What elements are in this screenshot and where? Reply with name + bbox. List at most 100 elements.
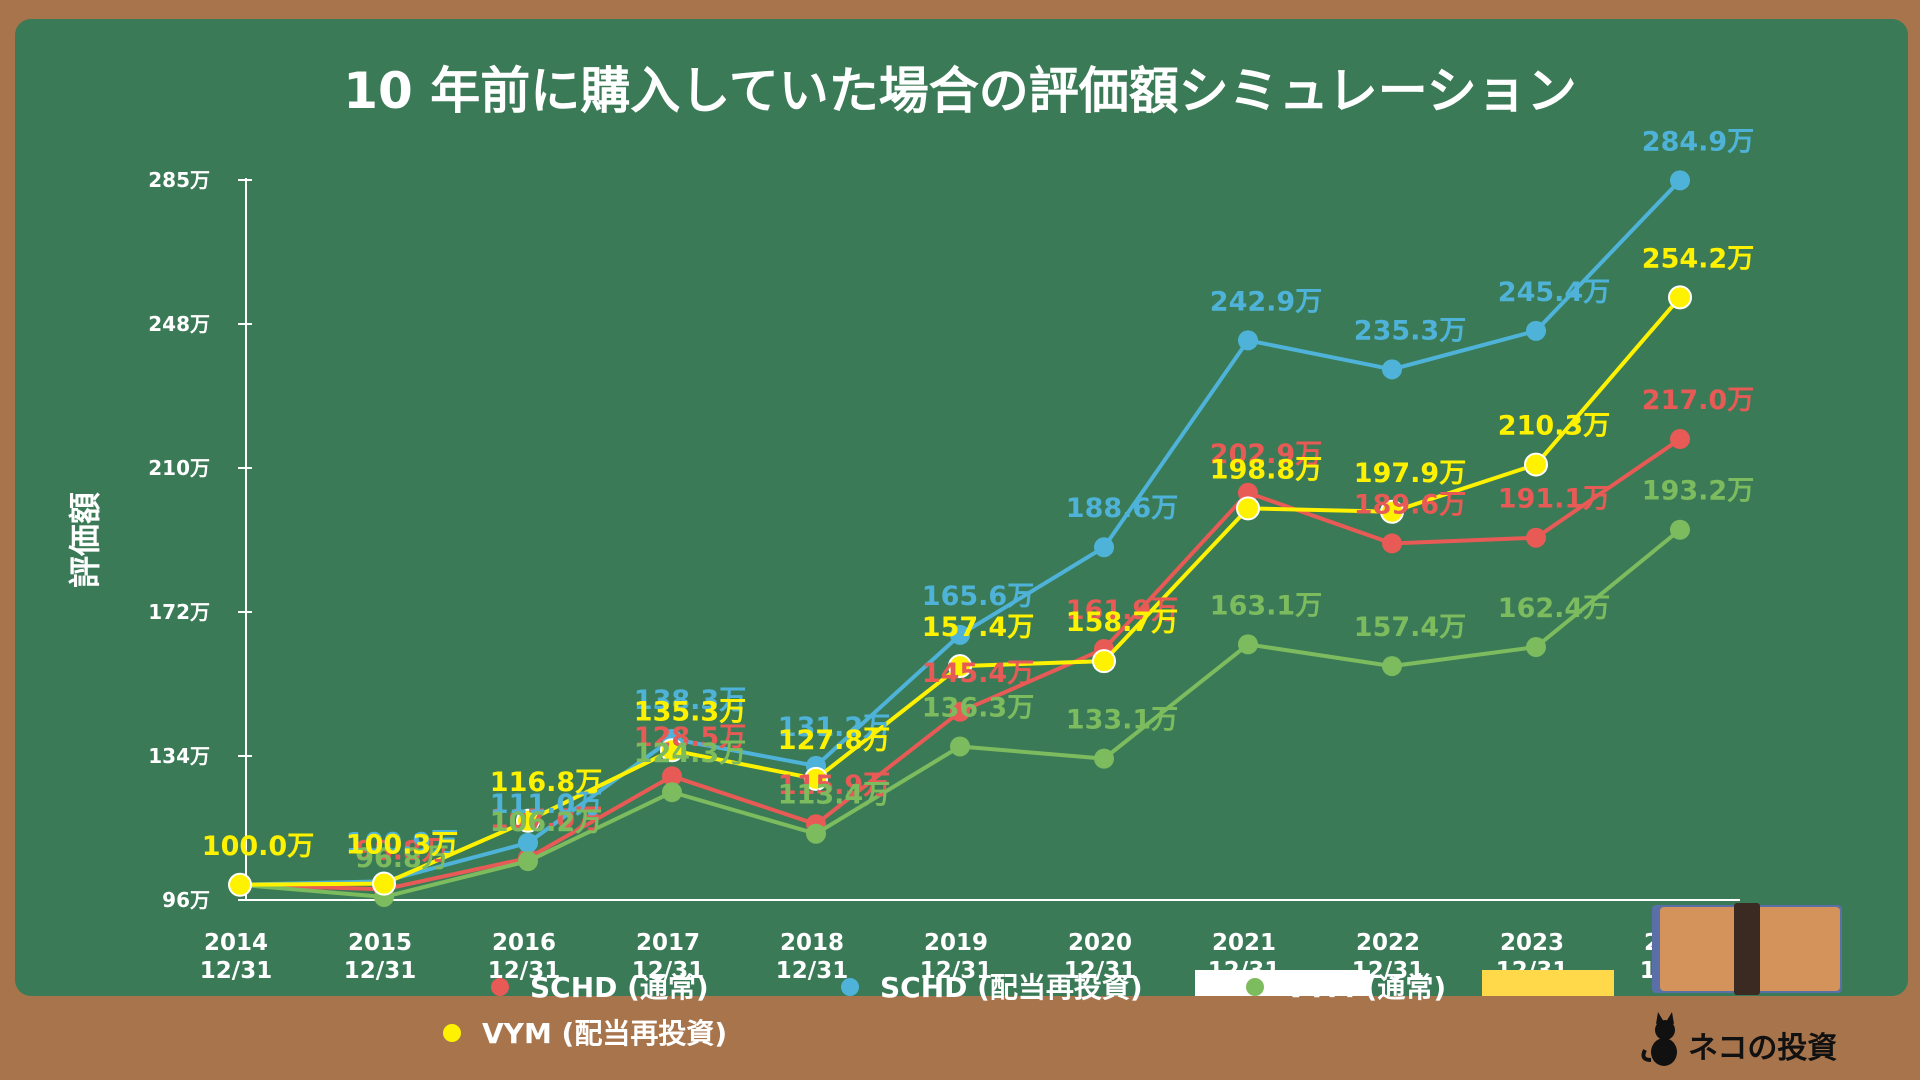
legend-label: VYM (通常) — [1285, 971, 1446, 1004]
data-point — [372, 871, 396, 896]
series-2 — [230, 519, 1690, 907]
data-label: 127.8万 — [778, 725, 890, 756]
x-tick-label: 2020 12/31 — [1064, 930, 1136, 984]
data-point — [1382, 359, 1402, 380]
data-point — [1382, 533, 1402, 554]
series-1 — [230, 170, 1690, 895]
data-point — [1524, 452, 1548, 477]
data-label: 113.4万 — [778, 780, 890, 811]
chalkboard — [15, 19, 1908, 996]
data-point — [662, 766, 682, 787]
chalk-decoration — [1482, 970, 1614, 996]
series-line — [239, 178, 1682, 887]
y-tick-label: 210万 — [148, 456, 210, 480]
y-axis-label: 評価額 — [66, 492, 104, 588]
data-label: 145.4万 — [922, 658, 1034, 689]
data-label: 133.1万 — [1066, 705, 1178, 736]
data-point — [518, 851, 538, 872]
x-tick-label: 2015 12/31 — [344, 930, 416, 984]
data-point — [1238, 330, 1258, 351]
data-label: 136.3万 — [922, 692, 1034, 723]
data-label: 161.9万 — [1066, 595, 1178, 626]
data-label: 202.9万 — [1210, 439, 1322, 470]
data-label: 189.6万 — [1354, 489, 1466, 520]
book-decoration — [1652, 903, 1842, 995]
data-point — [950, 624, 970, 645]
x-tick-label: 2014 12/31 — [200, 930, 272, 984]
data-point — [1526, 637, 1546, 658]
data-label: 157.4万 — [1354, 612, 1466, 643]
data-point — [1668, 285, 1692, 310]
data-label: 157.4万 — [922, 612, 1034, 643]
series-layer — [228, 170, 1692, 907]
data-point — [1670, 170, 1690, 191]
chart-title: 10 年前に購入していた場合の評価額シミュレーション — [343, 62, 1577, 120]
data-label: 100.0万 — [202, 831, 314, 862]
data-label: 135.3万 — [634, 696, 746, 727]
data-point — [662, 782, 682, 803]
data-label: 111.0万 — [490, 789, 602, 820]
series-3 — [228, 285, 1692, 897]
y-tick-label: 172万 — [148, 600, 210, 624]
data-point — [1380, 499, 1404, 524]
data-label: 165.6万 — [922, 581, 1034, 612]
data-point — [228, 872, 252, 897]
legend-item: SCHD (配当再投資) — [841, 971, 1143, 1004]
data-label: 188.6万 — [1066, 493, 1178, 524]
data-label: 235.3万 — [1354, 315, 1466, 346]
chalk-decoration — [1195, 970, 1370, 996]
data-label: 107.0万 — [490, 804, 602, 835]
x-tick-label: 2019 12/31 — [920, 930, 992, 984]
data-label: 131.2万 — [778, 712, 890, 743]
data-label: 197.9万 — [1354, 458, 1466, 489]
x-tick-label: 2018 12/31 — [776, 930, 848, 984]
data-point — [1238, 634, 1258, 655]
legend-marker — [841, 978, 859, 996]
data-point — [516, 808, 540, 833]
cat-icon — [1641, 1012, 1677, 1066]
data-point — [950, 736, 970, 757]
y-tick-label: 134万 — [148, 744, 210, 768]
data-label: 128.5万 — [634, 722, 746, 753]
legend-marker — [1246, 978, 1264, 996]
y-ticks: 96万 134万 172万 210万 248万 285万 — [148, 168, 252, 912]
data-label: 98.8万 — [355, 835, 449, 866]
data-labels: 98.8万 107.0万 128.5万 115.9万 145.4万 161.9万 202.9… — [202, 126, 1754, 874]
data-point — [1670, 429, 1690, 450]
data-label: 116.8万 — [490, 767, 602, 798]
data-point — [806, 823, 826, 844]
data-label: 138.3万 — [634, 685, 746, 716]
x-tick-label: 2022 12/31 — [1352, 930, 1424, 984]
legend-marker — [443, 1024, 461, 1042]
data-label: 245.4万 — [1498, 277, 1610, 308]
data-point — [1094, 537, 1114, 558]
data-label: 242.9万 — [1210, 286, 1322, 317]
legend-label: VYM (配当再投資) — [482, 1017, 727, 1050]
legend: SCHD (通常) SCHD (配当再投資) VYM (通常) VYM (配当再投資) — [443, 971, 1446, 1050]
data-label: 284.9万 — [1642, 126, 1754, 157]
data-point — [1092, 649, 1116, 674]
data-label: 210.3万 — [1498, 411, 1610, 442]
data-point — [1094, 748, 1114, 769]
data-label: 191.1万 — [1498, 484, 1610, 515]
data-point — [1382, 656, 1402, 677]
data-label: 158.7万 — [1066, 607, 1178, 638]
data-label: 100.9万 — [346, 827, 458, 858]
data-label: 198.8万 — [1210, 454, 1322, 485]
data-label: 96.8万 — [355, 843, 449, 874]
x-tick-label: 2017 12/31 — [632, 930, 704, 984]
brand-name: ネコの投資 — [1688, 1031, 1837, 1066]
data-label: 100.3万 — [346, 830, 458, 861]
data-point — [950, 701, 970, 722]
y-tick-label: 96万 — [162, 888, 210, 912]
data-label: 124.3万 — [634, 738, 746, 769]
legend-label: SCHD (通常) — [530, 971, 709, 1004]
legend-item: VYM (配当再投資) — [443, 1017, 727, 1050]
data-point — [1236, 496, 1260, 521]
legend-item: SCHD (通常) — [491, 971, 709, 1004]
legend-item: VYM (通常) — [1246, 971, 1446, 1004]
data-label: 163.1万 — [1210, 590, 1322, 621]
data-label: 106.2万 — [490, 807, 602, 838]
